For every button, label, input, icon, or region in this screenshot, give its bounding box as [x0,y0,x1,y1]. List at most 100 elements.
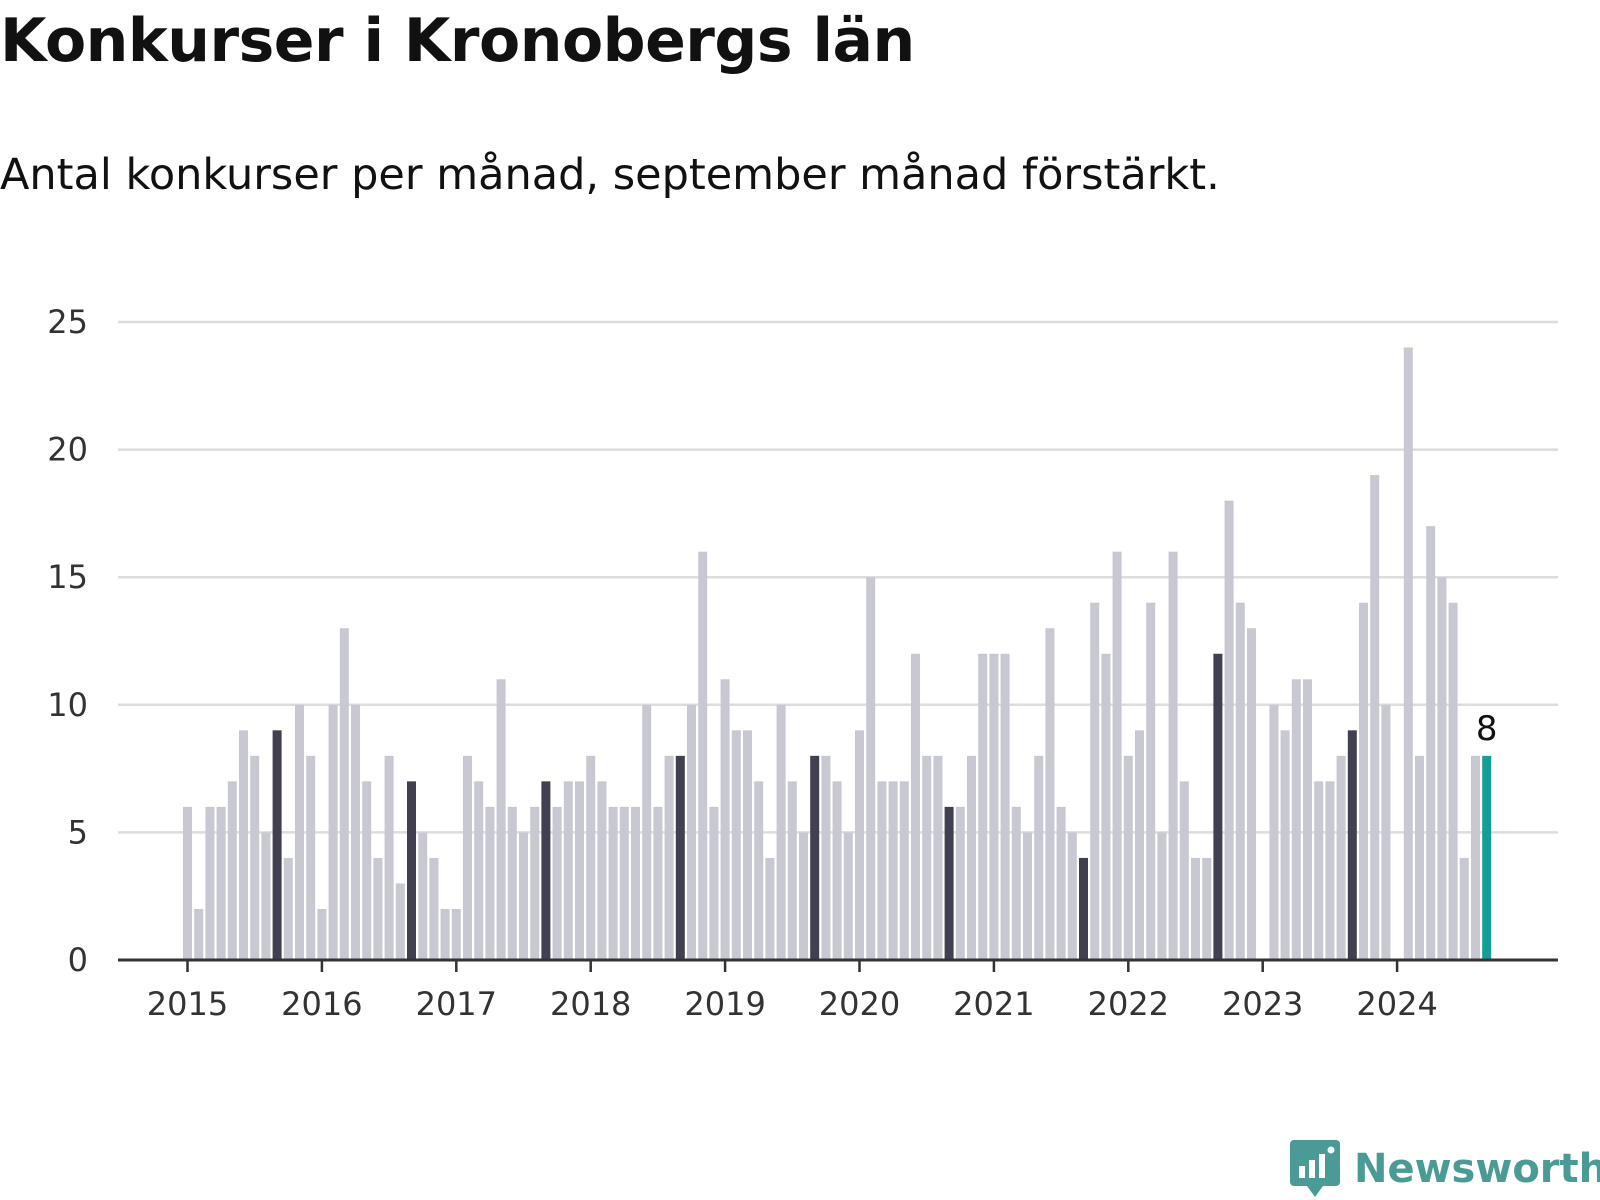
bar [1437,577,1447,960]
bar [440,908,450,960]
bar [1314,781,1324,960]
bar [866,577,876,960]
bar [351,704,360,960]
bar [474,781,484,960]
bar [731,730,741,960]
bar [743,730,752,960]
bar [1336,755,1346,960]
bar [709,806,719,960]
bar [552,806,562,960]
bar [899,781,909,960]
bar [1135,730,1144,960]
chart-title: Konkurser i Kronobergs län [0,6,915,76]
bar [765,857,775,960]
bar [295,704,304,960]
bars [183,347,1492,960]
bar [1381,704,1391,960]
bar [1023,832,1032,960]
bar [328,704,338,960]
x-tick-label: 2024 [1356,985,1437,1023]
bar [530,806,540,960]
bar [339,628,349,960]
bar [1213,653,1223,960]
bar [1235,602,1245,960]
bar [317,908,327,960]
bar [1448,602,1458,960]
bar [1090,602,1100,960]
y-tick-label: 25 [47,303,88,341]
bar [541,781,551,960]
bar [586,755,596,960]
x-tick-label: 2016 [281,985,362,1023]
bar [1370,475,1380,960]
x-tick-label: 2022 [1088,985,1169,1023]
bar [1325,781,1335,960]
bar [563,781,573,960]
bar [1359,602,1368,960]
bar [843,832,853,960]
bar [1291,679,1301,960]
y-tick-label: 20 [47,431,88,469]
bar [911,653,920,960]
bar [205,806,215,960]
bar [1034,755,1044,960]
bar [1079,857,1088,960]
bar [642,704,652,960]
bar [720,679,730,960]
bar [1067,832,1077,960]
bar [1157,832,1167,960]
bar [608,806,618,960]
x-tick-label: 2017 [416,985,497,1023]
bar [1482,755,1492,960]
chart-bubble-icon [1290,1140,1340,1197]
y-tick-label: 0 [68,941,88,979]
bar [776,704,786,960]
bar [507,806,517,960]
bar [944,806,954,960]
bar [1101,653,1111,960]
bar [799,832,808,960]
data-labels: 8 [1476,709,1498,749]
bar [698,551,708,960]
bar [933,755,943,960]
bar [1347,730,1357,960]
y-tick-label: 10 [47,686,88,724]
latest-value-label: 8 [1476,709,1498,749]
bar [384,755,394,960]
brand-name: Newsworthy [1354,1146,1600,1192]
x-tick-label: 2015 [147,985,228,1023]
bar [1280,730,1290,960]
bar [227,781,237,960]
bar [429,857,439,960]
bar [855,730,864,960]
y-tick-label: 15 [47,558,88,596]
bar [1000,653,1010,960]
bar [1224,500,1234,960]
bar [687,704,696,960]
bar [810,755,820,960]
bar [955,806,965,960]
bar [888,781,898,960]
bar [1146,602,1156,960]
chart-subtitle: Antal konkurser per månad, september mån… [0,150,1220,200]
bar [631,806,640,960]
bar [1303,679,1312,960]
bar [362,781,372,960]
bar [754,781,764,960]
x-tick-label: 2019 [684,985,765,1023]
bar [183,806,192,960]
bar [306,755,316,960]
bar [485,806,495,960]
bar [787,781,797,960]
bar [877,781,887,960]
bar [407,781,416,960]
bar [1112,551,1122,960]
bar [250,755,260,960]
bar [575,781,584,960]
bar [283,857,293,960]
bar [418,832,428,960]
bar [1123,755,1133,960]
bar [619,806,629,960]
bar [395,883,405,960]
